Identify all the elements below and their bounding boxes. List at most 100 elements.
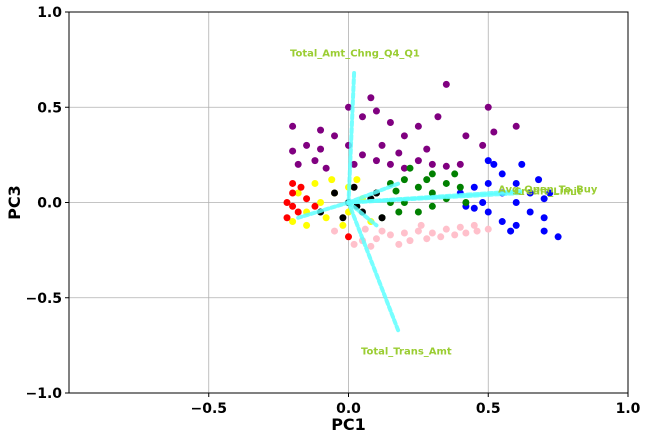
data-point: [345, 103, 352, 111]
data-point: [322, 164, 330, 172]
data-point: [361, 225, 369, 233]
data-point: [414, 227, 422, 235]
data-point: [372, 157, 380, 165]
data-point: [395, 240, 403, 248]
data-point: [386, 118, 394, 126]
loading-vector: [346, 200, 401, 335]
y-tick-labels: −1.0 −0.5 0.0 0.5 1.0: [25, 5, 69, 402]
data-point: [554, 233, 562, 241]
data-point: [289, 218, 297, 226]
data-point: [423, 235, 431, 243]
loading-label: Avg_Open_To_Buy: [498, 184, 598, 195]
data-point: [512, 221, 520, 229]
data-point: [540, 227, 548, 235]
loading-vector: [296, 200, 351, 220]
data-point: [451, 231, 459, 239]
y-tick-label: 1.0: [37, 5, 62, 21]
data-point: [512, 179, 520, 187]
loading-vector: [346, 181, 401, 205]
data-point: [470, 204, 478, 212]
y-axis-label: PC3: [5, 185, 24, 220]
y-tick-label: 0.0: [37, 196, 62, 212]
data-point: [456, 183, 464, 191]
data-point: [353, 176, 361, 184]
x-tick-label: 0.0: [336, 401, 361, 417]
x-tick-label: 0.5: [476, 401, 501, 417]
data-point: [512, 122, 520, 130]
data-point: [428, 229, 436, 237]
y-tick-label: −0.5: [25, 291, 62, 307]
data-point: [414, 208, 422, 216]
data-point: [546, 189, 554, 197]
data-point: [406, 237, 414, 245]
data-point: [378, 141, 386, 149]
data-point: [358, 151, 366, 159]
data-point: [462, 132, 470, 140]
data-point: [395, 149, 403, 157]
data-point: [378, 227, 386, 235]
data-point: [400, 164, 408, 172]
data-point: [331, 132, 339, 140]
y-tick-label: 0.5: [37, 100, 62, 116]
x-tick-label: −0.5: [190, 401, 227, 417]
data-point: [372, 235, 380, 243]
data-point: [386, 160, 394, 168]
data-point: [423, 145, 431, 153]
data-point: [507, 227, 515, 235]
data-point: [423, 176, 431, 184]
loading-vector: [346, 190, 524, 205]
data-point: [317, 199, 325, 206]
data-point: [512, 199, 520, 206]
data-point: [378, 214, 386, 222]
data-point: [442, 225, 450, 233]
data-point: [358, 113, 366, 121]
data-point: [331, 227, 339, 235]
loading-label: Total_Trans_Amt: [361, 346, 452, 357]
data-point: [484, 157, 492, 165]
data-point: [479, 141, 487, 149]
data-point: [303, 141, 311, 149]
data-point: [540, 214, 548, 222]
data-point: [311, 202, 319, 210]
scatter-points: [283, 80, 562, 250]
data-point: [498, 170, 506, 178]
data-point: [406, 164, 414, 172]
data-point: [339, 214, 347, 222]
loading-labels: Total_Amt_Chng_Q4_Q1 Total_Trans_Amt Avg_O…: [290, 49, 598, 358]
x-tick-labels: −0.5 0.0 0.5 1.0: [190, 393, 641, 417]
data-point: [345, 233, 352, 241]
data-point: [428, 160, 436, 168]
data-point: [417, 221, 425, 229]
loading-vectors: [296, 70, 524, 335]
data-point: [331, 189, 339, 197]
data-point: [456, 223, 464, 231]
data-point: [289, 179, 297, 187]
data-point: [518, 160, 526, 168]
loading-label: Total_Amt_Chng_Q4_Q1: [290, 49, 420, 60]
data-point: [294, 208, 302, 216]
data-point: [328, 176, 336, 184]
data-point: [490, 160, 498, 168]
data-point: [498, 218, 506, 226]
data-point: [289, 147, 297, 155]
data-point: [289, 189, 297, 197]
data-point: [350, 183, 358, 191]
data-point: [294, 189, 302, 197]
data-point: [339, 221, 347, 229]
data-point: [414, 183, 422, 191]
data-point: [395, 208, 403, 216]
data-point: [311, 157, 319, 165]
data-point: [372, 107, 380, 115]
data-point: [350, 240, 358, 248]
data-point: [303, 195, 311, 203]
data-point: [303, 221, 311, 229]
data-point: [317, 145, 325, 153]
data-point: [322, 214, 330, 222]
data-point: [479, 199, 487, 206]
data-point: [289, 202, 297, 210]
data-point: [484, 103, 492, 111]
data-point: [526, 189, 534, 197]
data-point: [367, 94, 375, 102]
data-point: [283, 214, 291, 222]
data-point: [400, 132, 408, 140]
